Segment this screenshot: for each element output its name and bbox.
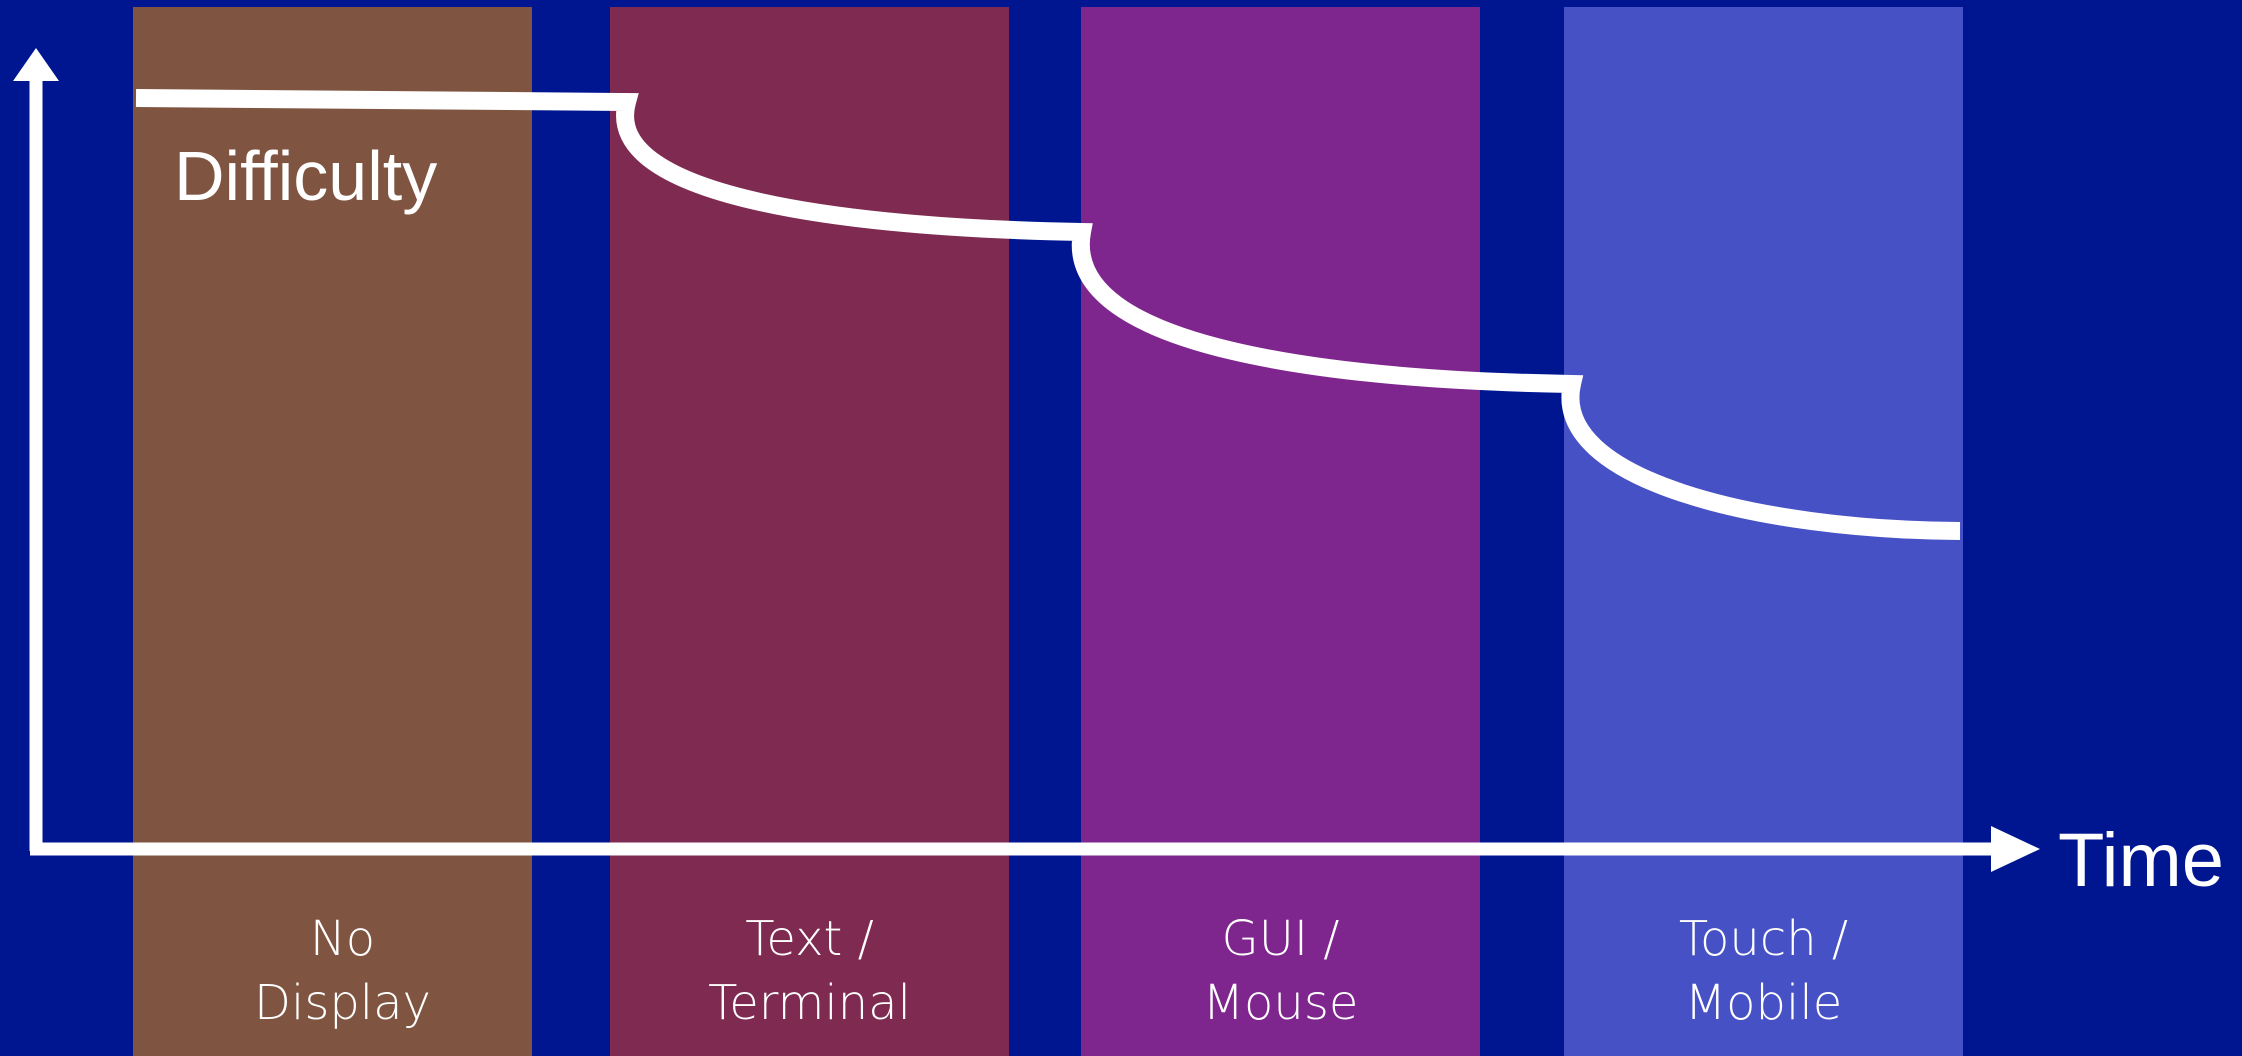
era-label-line2: Display	[254, 975, 431, 1031]
era-label-line1: No	[309, 911, 376, 967]
era-label-line2: Mobile	[1684, 975, 1843, 1031]
era-label-gui-mouse: GUI / Mouse	[1081, 907, 1480, 1035]
y-axis-label: Difficulty	[174, 137, 438, 215]
era-label-line2: Mouse	[1202, 975, 1359, 1031]
era-label-line2: Terminal	[708, 975, 911, 1031]
era-label-touch-mobile: Touch / Mobile	[1564, 907, 1963, 1035]
era-band-no-display: No Display	[133, 7, 532, 1056]
era-label-text-terminal: Text / Terminal	[610, 907, 1009, 1035]
y-axis-arrowhead-icon	[13, 48, 59, 81]
x-axis-arrowhead-icon	[1991, 826, 2040, 872]
era-label-line1: Text /	[745, 911, 874, 967]
difficulty-curve	[135, 89, 1961, 540]
era-label-no-display: No Display	[143, 907, 542, 1035]
x-axis-label: Time	[2058, 818, 2225, 903]
era-label-line1: GUI /	[1221, 911, 1340, 967]
era-label-line1: Touch /	[1678, 911, 1849, 967]
era-band-gui-mouse: GUI / Mouse	[1081, 7, 1480, 1056]
